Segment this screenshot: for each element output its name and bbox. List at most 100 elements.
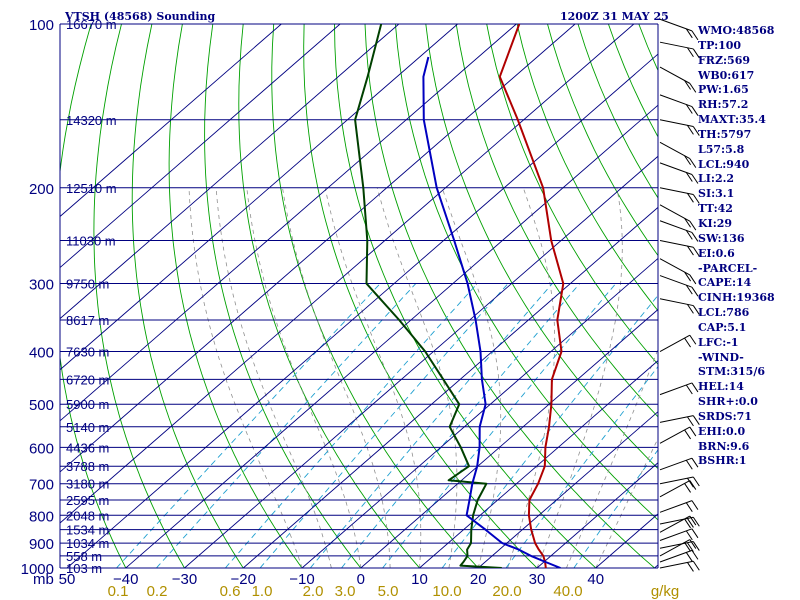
wind-barb-flag: [691, 500, 699, 510]
wind-barb: [659, 382, 693, 396]
mixing-ratio-label: g/kg: [651, 583, 679, 600]
isotherm: [536, 462, 658, 568]
wind-barb: [659, 41, 694, 50]
index-item: BRN:9.6: [698, 439, 750, 453]
index-item: LFC:-1: [698, 335, 739, 349]
dry-adiabat: [168, 24, 303, 568]
dewpoint-profile: [354, 24, 502, 568]
sounding-profiles: [354, 24, 565, 568]
wind-barb-flag: [692, 126, 700, 136]
wind-barb-flag: [691, 382, 699, 393]
height-label: 1034 m: [66, 536, 109, 551]
index-item: STM:315/6: [698, 365, 765, 379]
temperature-tick-label: 20: [470, 571, 487, 588]
temperature-tick-label: −10: [289, 571, 314, 588]
wind-barb-flag: [691, 286, 699, 297]
wind-barb: [659, 457, 693, 471]
index-item: TP:100: [698, 38, 742, 52]
wind-barb: [659, 549, 693, 563]
index-item: PW:1.65: [698, 83, 749, 97]
height-label: 14320 m: [66, 113, 117, 128]
wind-barb-flag: [691, 174, 699, 184]
height-label: 9750 m: [66, 277, 109, 292]
pressure-tick-label: 600: [29, 440, 54, 457]
wind-barb-flag: [684, 483, 691, 493]
wind-barb-flag: [692, 541, 700, 551]
wind-barb-flag: [691, 232, 699, 242]
mixing-ratio-line: [382, 283, 617, 568]
wind-barb-flag: [691, 106, 699, 116]
index-item: HEL:14: [698, 380, 744, 394]
wind-barb: [659, 528, 693, 541]
mixing-ratio-line: [259, 283, 509, 568]
wind-barb-flag: [684, 217, 691, 228]
wind-barb: [659, 515, 691, 533]
wind-barb-flag: [687, 125, 694, 135]
temperature-tick-label: 50: [59, 571, 76, 588]
wind-barb-flag: [685, 459, 693, 470]
mixing-ratio-line: [341, 283, 581, 568]
wind-barb: [659, 298, 694, 307]
wind-barb-flag: [692, 476, 700, 487]
mixing-ratio-line: [309, 283, 553, 568]
height-label: 2048 m: [66, 508, 109, 523]
wind-barb-flag: [692, 560, 700, 571]
sounding-time: 1200Z 31 MAY 25: [560, 10, 669, 23]
moist-adiabat: [324, 187, 422, 568]
height-label: 2595 m: [66, 493, 109, 508]
dry-adiabat: [303, 24, 538, 568]
mixing-ratio-label: 1.0: [252, 583, 273, 600]
isotherm: [60, 24, 517, 422]
wind-barb-flag: [687, 518, 694, 528]
wind-barb-flag: [689, 515, 697, 526]
wind-barb: [659, 334, 691, 352]
height-label: 11030 m: [66, 233, 116, 248]
wind-barb: [659, 162, 693, 175]
wind-barb-flag: [692, 415, 700, 425]
index-item: CAP:5.1: [698, 320, 747, 334]
wind-barb-flag: [692, 194, 700, 204]
isotherm: [301, 257, 658, 568]
wind-barb-flag: [689, 158, 697, 168]
pressure-tick-label: 400: [29, 345, 54, 362]
wind-barb-flag: [687, 304, 694, 314]
index-item: WB0:617: [698, 68, 755, 82]
mixing-ratio-label: 0.2: [147, 583, 168, 600]
moist-adiabat: [507, 187, 556, 568]
pressure-tick-label: 1000: [21, 561, 54, 578]
isotherm: [66, 53, 658, 568]
pressure-tick-label: 300: [29, 277, 54, 294]
temperature-profile: [498, 24, 565, 568]
mixing-ratio-label: 0.6: [220, 583, 241, 600]
isotherm: [60, 24, 635, 524]
wind-barb-flag: [689, 274, 697, 285]
mixing-ratio-label: 3.0: [335, 583, 356, 600]
height-label: 1534 m: [66, 523, 109, 538]
height-label: 5140 m: [66, 420, 109, 435]
index-item: SI:3.1: [698, 187, 735, 201]
wind-barb-flag: [689, 539, 697, 549]
isotherm: [60, 24, 341, 269]
index-item: KI:29: [698, 216, 733, 230]
wind-barb-flag: [684, 155, 691, 166]
mixing-ratio-line: [441, 294, 658, 568]
height-label: 5900 m: [66, 397, 109, 412]
wind-barb-flag: [689, 220, 697, 231]
wind-barb-flag: [684, 337, 691, 348]
temperature-tick-label: −20: [231, 571, 256, 588]
index-item: EI:0.6: [698, 246, 735, 260]
wind-barb-flag: [689, 83, 697, 93]
height-label: 103 m: [66, 561, 102, 576]
height-label: 3788 m: [66, 459, 109, 474]
pressure-tick-label: 900: [29, 536, 54, 553]
isotherm-lines: [60, 24, 658, 568]
pressure-tick-label: 700: [29, 477, 54, 494]
index-item: WMO:48568: [698, 24, 775, 37]
index-item: -PARCEL-: [698, 261, 758, 275]
index-item: TH:5797: [698, 127, 752, 141]
index-item: CAPE:14: [698, 276, 752, 290]
index-item: RH:57.2: [698, 98, 749, 112]
wind-barb: [659, 94, 693, 108]
